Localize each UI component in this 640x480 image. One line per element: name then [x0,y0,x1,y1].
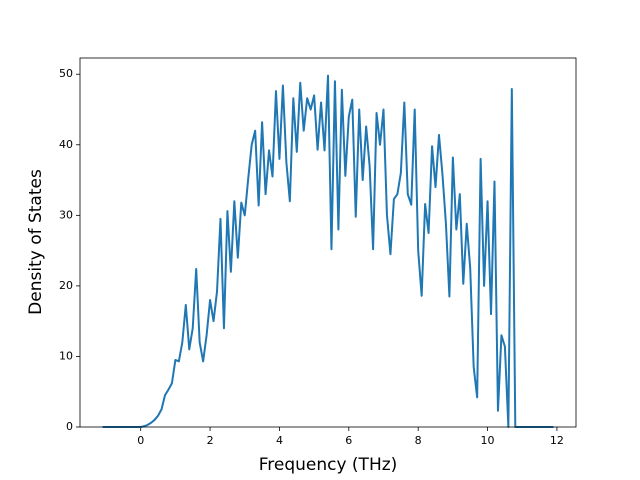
y-tick-label: 0 [66,420,73,433]
data-line [102,74,554,428]
y-tick-label: 20 [59,279,73,292]
x-tick-label: 4 [276,434,283,447]
x-tick-label: 6 [345,434,352,447]
y-tick-label: 50 [59,67,73,80]
plot-frame [79,57,577,428]
y-tick-label: 10 [59,349,73,362]
x-tick-label: 12 [550,434,564,447]
x-tick-label: 2 [207,434,214,447]
y-tick-label: 40 [59,138,73,151]
y-tick-label: 30 [59,208,73,221]
x-axis-label: Frequency (THz) [259,455,398,475]
y-axis-label: Density of States [26,169,46,315]
x-tick-label: 0 [137,434,144,447]
x-tick-label: 8 [415,434,422,447]
x-tick-label: 10 [481,434,495,447]
